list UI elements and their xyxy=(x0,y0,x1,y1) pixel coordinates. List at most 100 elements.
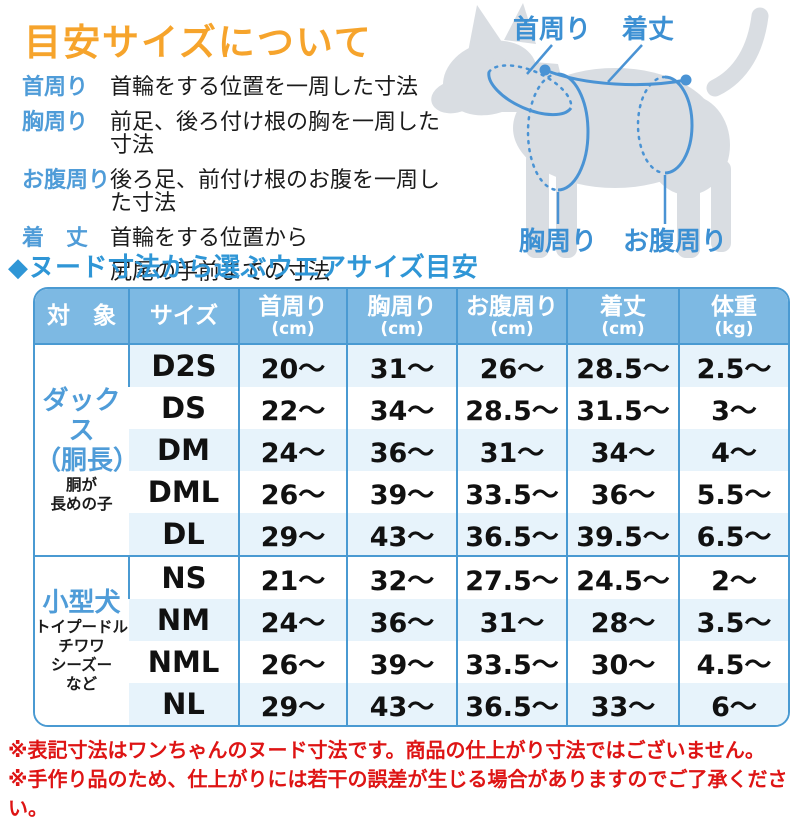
group-note: トイプードル xyxy=(35,618,129,636)
legend-row-belly: お腹周り 後ろ足、前付け根のお腹を一周した寸法 xyxy=(22,169,452,215)
value-cell: 36〜 xyxy=(566,471,679,513)
value-cell: 28.5〜 xyxy=(456,387,567,429)
value-cell: 36〜 xyxy=(346,599,457,641)
value-cell: 6.5〜 xyxy=(678,513,788,556)
value-cell: 43〜 xyxy=(346,683,457,725)
size-cell: DML xyxy=(147,475,220,509)
section-title: ◆ヌード寸法から選ぶウエアサイズ目安 xyxy=(8,253,479,283)
value-cell: 26〜 xyxy=(238,641,347,683)
table-row: NM 24〜 36〜 31〜 28〜 3.5〜 xyxy=(35,599,788,641)
value-cell: 26〜 xyxy=(456,344,567,387)
group-cell: ダックス （胴長） 胴が 長めの子 xyxy=(35,344,140,556)
header-length: 着丈 (cm) xyxy=(566,289,679,345)
note-line: ※手作り品のため、仕上がりには若干の誤差が生じる場合がありますのでご了承ください… xyxy=(8,767,788,820)
legend-term-neck: 首周り xyxy=(22,75,89,100)
table-row: NML 26〜 39〜 33.5〜 30〜 4.5〜 xyxy=(35,641,788,683)
group-cell: 小型犬 トイプードル チワワ シーズー など xyxy=(35,555,129,725)
value-cell: 24〜 xyxy=(238,429,347,471)
value-cell: 34〜 xyxy=(346,387,457,429)
legend-desc-chest: 前足、後ろ付け根の胸を一周した寸法 xyxy=(110,110,441,158)
size-cell: NML xyxy=(147,645,220,679)
value-cell: 20〜 xyxy=(238,344,347,387)
value-cell: 33〜 xyxy=(566,683,679,725)
value-cell: 32〜 xyxy=(346,555,457,599)
value-cell: 34〜 xyxy=(566,429,679,471)
size-cell: D2S xyxy=(128,344,239,387)
size-cell: DM xyxy=(129,429,239,471)
header-belly: お腹周り (cm) xyxy=(456,289,567,345)
size-table: 対 象 サイズ 首周り (cm) 胸周り (cm) お腹周り (cm) 着丈 (cm) xyxy=(33,287,790,727)
measurement-legend: 首周り 首輪をする位置を一周した寸法 胸周り 前足、後ろ付け根の胸を一周した寸法… xyxy=(22,76,452,302)
diagram-label-neck: 首周り xyxy=(513,14,591,45)
group-note: など xyxy=(65,675,97,693)
size-cell: NL xyxy=(129,683,239,725)
value-cell: 5.5〜 xyxy=(678,471,788,513)
value-cell: 36〜 xyxy=(346,429,457,471)
table-header-row: 対 象 サイズ 首周り (cm) 胸周り (cm) お腹周り (cm) 着丈 (cm) xyxy=(35,289,788,345)
value-cell: 4.5〜 xyxy=(678,641,788,683)
value-cell: 28〜 xyxy=(566,599,679,641)
page-title: 目安サイズについて xyxy=(24,21,373,64)
table-row: DS 22〜 34〜 28.5〜 31.5〜 3〜 xyxy=(35,387,788,429)
group-note: チワワ xyxy=(58,637,105,655)
value-cell: 3〜 xyxy=(678,387,788,429)
header-neck: 首周り (cm) xyxy=(238,289,347,345)
value-cell: 31〜 xyxy=(456,429,567,471)
legend-row-length: 着 丈 首輪をする位置から 尻尾の手前までの寸法 xyxy=(22,226,452,290)
footer-notes: ※表記寸法はワンちゃんのヌード寸法です。商品の仕上がり寸法ではございません。 ※… xyxy=(8,736,800,823)
legend-row-chest: 胸周り 前足、後ろ付け根の胸を一周した寸法 xyxy=(22,111,452,157)
dog-measurement-diagram: 首周り 着丈 胸周り お腹周り xyxy=(430,0,800,270)
value-cell: 39〜 xyxy=(346,471,457,513)
table-row: ダックス （胴長） 胴が 長めの子 D2S 20〜 31〜 26〜 28.5〜 2.5〜 xyxy=(35,344,788,556)
value-cell: 22〜 xyxy=(238,387,347,429)
legend-term-chest: 胸周り xyxy=(22,110,89,135)
value-cell: 31〜 xyxy=(456,599,567,641)
table-row: DM 24〜 36〜 31〜 34〜 4〜 xyxy=(35,429,788,471)
value-cell: 36.5〜 xyxy=(456,683,567,725)
diagram-label-belly: お腹周り xyxy=(623,226,727,257)
size-cell: NS xyxy=(128,555,239,599)
value-cell: 6〜 xyxy=(678,683,788,725)
header-target: 対 象 xyxy=(35,289,129,345)
value-cell: 21〜 xyxy=(238,555,347,599)
size-cell: DS xyxy=(161,391,206,425)
value-cell: 33.5〜 xyxy=(456,471,567,513)
dog-silhouette-icon: 首周り 着丈 胸周り お腹周り xyxy=(431,3,769,258)
legend-term-length: 着 丈 xyxy=(22,226,89,251)
group-name: ダックス xyxy=(42,386,121,446)
legend-desc-neck: 首輪をする位置を一周した寸法 xyxy=(110,75,419,100)
value-cell: 43〜 xyxy=(346,513,457,556)
table-row: 小型犬 トイプードル チワワ シーズー など NS 21〜 32〜 27.5〜 24.5〜 2〜 xyxy=(35,555,788,725)
group-note: 胴が xyxy=(65,476,97,494)
value-cell: 27.5〜 xyxy=(456,555,567,599)
legend-desc-belly: 後ろ足、前付け根のお腹を一周した寸法 xyxy=(110,168,441,216)
header-chest: 胸周り (cm) xyxy=(346,289,457,345)
header-size: サイズ xyxy=(128,289,239,345)
value-cell: 2.5〜 xyxy=(678,344,788,387)
value-cell: 24〜 xyxy=(238,599,347,641)
legend-term-belly: お腹周り xyxy=(22,168,111,193)
value-cell: 24.5〜 xyxy=(566,555,679,599)
table-row: NL 29〜 43〜 36.5〜 33〜 6〜 xyxy=(35,683,788,725)
value-cell: 2〜 xyxy=(678,555,788,599)
legend-row-neck: 首周り 首輪をする位置を一周した寸法 xyxy=(22,76,452,99)
value-cell: 28.5〜 xyxy=(566,344,679,387)
diagram-label-chest: 胸周り xyxy=(519,227,597,257)
value-cell: 36.5〜 xyxy=(456,513,567,556)
header-weight: 体重 (kg) xyxy=(678,289,788,345)
size-table-body: ダックス （胴長） 胴が 長めの子 D2S 20〜 31〜 26〜 28.5〜 2.5〜 DS 22〜… xyxy=(35,344,788,725)
size-cell: DL xyxy=(129,513,239,556)
value-cell: 4〜 xyxy=(678,429,788,471)
value-cell: 33.5〜 xyxy=(456,641,567,683)
group-name: （胴長） xyxy=(35,446,140,476)
group-note: シーズー xyxy=(50,656,113,674)
group-note: 長めの子 xyxy=(50,495,113,513)
value-cell: 30〜 xyxy=(566,641,679,683)
value-cell: 26〜 xyxy=(238,471,347,513)
value-cell: 29〜 xyxy=(238,683,347,725)
group-name: 小型犬 xyxy=(42,588,121,618)
value-cell: 39.5〜 xyxy=(566,513,679,556)
table-row: DML 26〜 39〜 33.5〜 36〜 5.5〜 xyxy=(35,471,788,513)
note-line: ※表記寸法はワンちゃんのヌード寸法です。商品の仕上がり寸法ではございません。 xyxy=(8,738,765,762)
diagram-label-length: 着丈 xyxy=(622,14,674,45)
